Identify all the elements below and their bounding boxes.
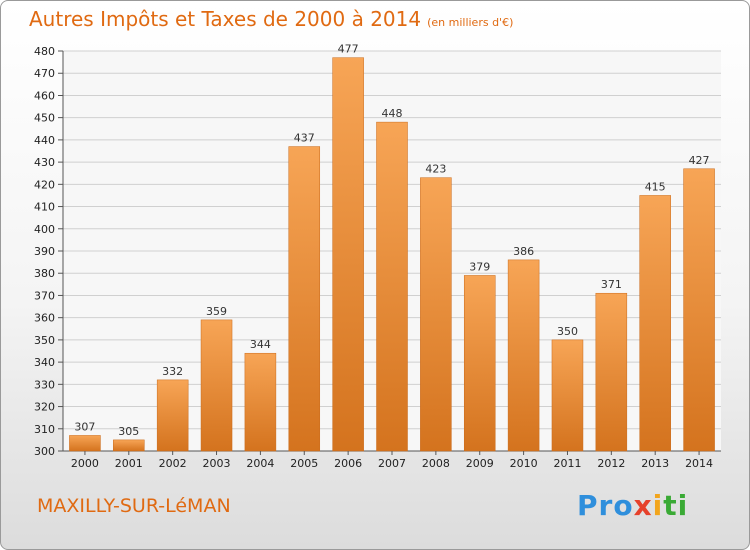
logo-part-4: ti [663, 489, 689, 522]
logo-part-3: i [652, 489, 664, 522]
x-tick-label: 2005 [290, 457, 318, 470]
x-tick-label: 2001 [115, 457, 143, 470]
y-tick-label: 300 [34, 445, 55, 458]
y-tick-label: 450 [34, 112, 55, 125]
x-tick-label: 2010 [510, 457, 538, 470]
y-tick-label: 380 [34, 267, 55, 280]
x-tick-label: 2004 [246, 457, 274, 470]
y-tick-label: 440 [34, 134, 55, 147]
y-tick-label: 320 [34, 401, 55, 414]
data-label: 427 [689, 154, 710, 167]
data-label: 371 [601, 278, 622, 291]
x-tick-label: 2000 [71, 457, 99, 470]
data-label: 448 [382, 107, 403, 120]
city-name: MAXILLY-SUR-LéMAN [37, 495, 231, 517]
y-tick-label: 470 [34, 67, 55, 80]
bar [288, 146, 321, 452]
chart-title-text: Autres Impôts et Taxes de 2000 à 2014 [29, 7, 422, 31]
chart-title: Autres Impôts et Taxes de 2000 à 2014 (en… [29, 7, 513, 31]
data-label: 386 [513, 245, 534, 258]
data-label: 350 [557, 325, 578, 338]
y-tick-label: 340 [34, 356, 55, 369]
y-tick-label: 480 [34, 45, 55, 58]
y-tick-label: 350 [34, 334, 55, 347]
x-tick-label: 2002 [159, 457, 187, 470]
bar [463, 275, 496, 452]
data-label: 415 [645, 180, 666, 193]
y-tick-label: 430 [34, 156, 55, 169]
bar [69, 435, 101, 452]
y-tick-label: 310 [34, 423, 55, 436]
x-tick-label: 2011 [553, 457, 581, 470]
bar [200, 319, 233, 452]
x-tick-label: 2003 [203, 457, 231, 470]
y-tick-label: 420 [34, 178, 55, 191]
y-tick-label: 370 [34, 289, 55, 302]
x-tick-label: 2007 [378, 457, 406, 470]
chart-subtitle: (en milliers d'€) [427, 16, 514, 29]
x-tick-label: 2012 [597, 457, 625, 470]
data-label: 332 [162, 365, 183, 378]
bar [156, 379, 189, 452]
y-tick-label: 390 [34, 245, 55, 258]
logo-part-1: Pro [577, 489, 634, 522]
logo-part-2: x [633, 489, 653, 522]
data-label: 437 [294, 132, 315, 145]
x-tick-label: 2006 [334, 457, 362, 470]
data-label: 305 [118, 425, 139, 438]
x-tick-label: 2013 [641, 457, 669, 470]
bar [113, 439, 145, 452]
bar [595, 292, 628, 452]
x-tick-label: 2008 [422, 457, 450, 470]
data-label: 423 [425, 163, 446, 176]
bar [551, 339, 584, 452]
bar [683, 168, 715, 452]
bar [376, 121, 408, 452]
y-tick-label: 360 [34, 312, 55, 325]
y-tick-label: 460 [34, 89, 55, 102]
proxiti-logo[interactable]: Proxiti [577, 489, 688, 522]
x-tick-label: 2014 [685, 457, 713, 470]
bar [420, 177, 452, 452]
bar [507, 259, 540, 452]
y-tick-label: 410 [34, 201, 55, 214]
bar [639, 195, 671, 452]
x-tick-label: 2009 [466, 457, 494, 470]
bar [332, 57, 364, 452]
y-tick-label: 330 [34, 378, 55, 391]
data-label: 307 [74, 420, 95, 433]
data-label: 344 [250, 338, 271, 351]
data-label: 379 [469, 260, 490, 273]
data-label: 477 [338, 43, 359, 56]
data-label: 359 [206, 305, 227, 318]
y-tick-label: 400 [34, 223, 55, 236]
bar [244, 352, 277, 452]
